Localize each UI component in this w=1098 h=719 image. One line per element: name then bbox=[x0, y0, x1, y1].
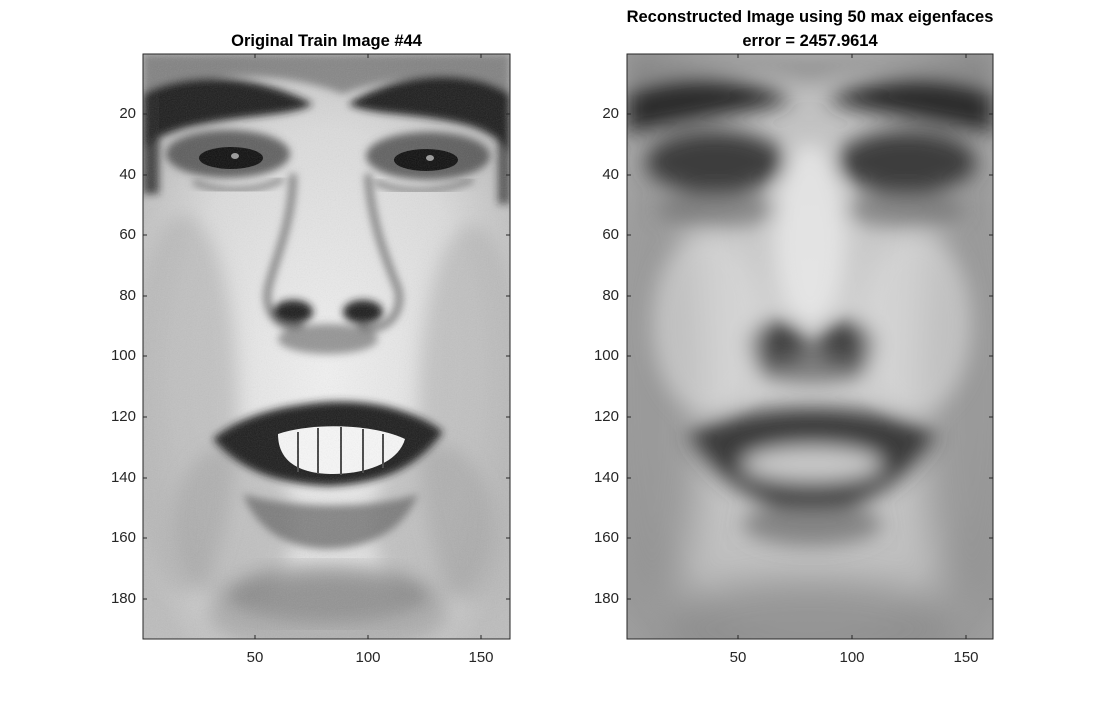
original-xtick: 50 bbox=[246, 649, 264, 666]
reconstructed-ytick: 140 bbox=[593, 469, 619, 486]
reconstructed-ytick: 180 bbox=[593, 590, 619, 607]
original-ytick: 20 bbox=[119, 105, 136, 122]
reconstructed-ytick: 20 bbox=[602, 105, 619, 122]
reconstructed-ytick: 100 bbox=[593, 347, 619, 364]
original-axes-frame bbox=[142, 53, 511, 640]
reconstructed-ytick: 80 bbox=[602, 287, 619, 304]
original-ytick: 160 bbox=[110, 529, 136, 546]
original-ytick: 100 bbox=[110, 347, 136, 364]
original-face-image bbox=[143, 54, 510, 639]
reconstructed-xtick: 100 bbox=[839, 649, 865, 666]
reconstructed-xtick: 50 bbox=[729, 649, 747, 666]
reconstructed-panel-title: Reconstructed Image using 50 max eigenfa… bbox=[626, 8, 994, 26]
original-ytick: 60 bbox=[119, 226, 136, 243]
original-xtick: 100 bbox=[355, 649, 381, 666]
original-ytick: 120 bbox=[110, 408, 136, 425]
reconstructed-axes-frame bbox=[626, 53, 994, 640]
reconstruction-error-label: error = 2457.9614 bbox=[742, 32, 878, 50]
original-panel-title: Original Train Image #44 bbox=[231, 32, 422, 50]
original-ytick: 80 bbox=[119, 287, 136, 304]
reconstructed-ytick: 120 bbox=[593, 408, 619, 425]
reconstructed-ytick: 60 bbox=[602, 226, 619, 243]
reconstructed-face-image bbox=[627, 54, 993, 639]
reconstructed-ytick: 160 bbox=[593, 529, 619, 546]
original-xtick: 150 bbox=[468, 649, 494, 666]
original-ytick: 180 bbox=[110, 590, 136, 607]
original-ytick: 40 bbox=[119, 166, 136, 183]
reconstructed-ytick: 40 bbox=[602, 166, 619, 183]
original-ytick: 140 bbox=[110, 469, 136, 486]
reconstructed-xtick: 150 bbox=[953, 649, 979, 666]
